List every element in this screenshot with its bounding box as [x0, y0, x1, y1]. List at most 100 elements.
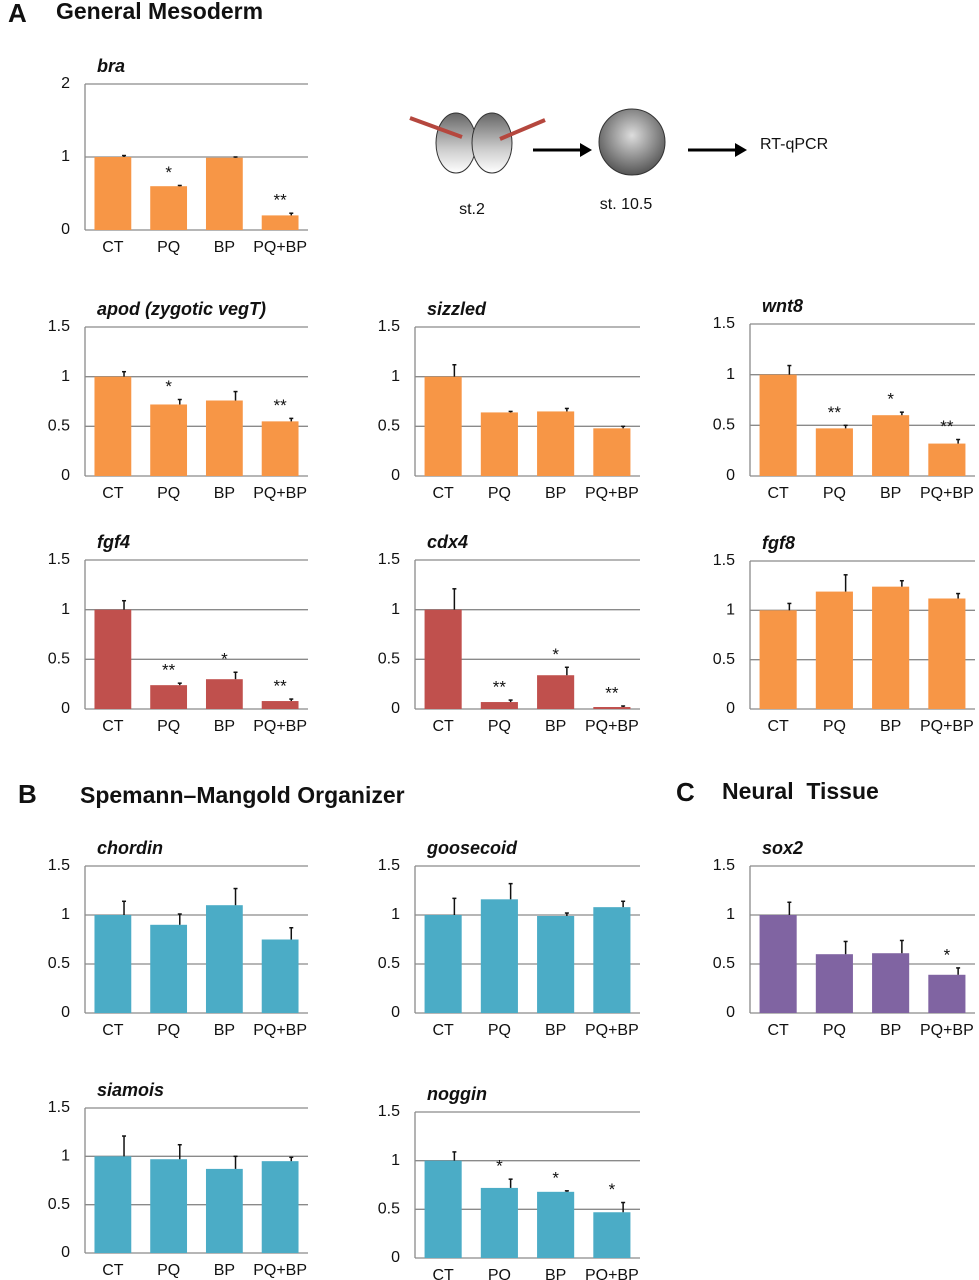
- y-tick-label: 1.5: [48, 1099, 70, 1116]
- y-tick-label: 2: [61, 75, 70, 92]
- schematic: st.2 st. 10.5 RT-qPCR: [409, 108, 828, 218]
- bar: [94, 376, 132, 476]
- x-tick-label: CT: [102, 1022, 124, 1039]
- significance-mark: **: [162, 661, 176, 680]
- chart-title: siamois: [97, 1080, 164, 1100]
- section-title: Spemann–Mangold Organizer: [80, 782, 405, 808]
- x-tick-label: CT: [432, 1022, 454, 1039]
- y-tick-label: 0.5: [48, 418, 70, 435]
- bar: [205, 905, 243, 1013]
- x-tick-label: PQ: [157, 1262, 180, 1279]
- x-tick-label: PQ: [157, 239, 180, 256]
- y-tick-label: 0: [61, 221, 70, 238]
- x-tick-label: BP: [545, 718, 566, 735]
- stage-label: st.2: [459, 201, 485, 218]
- y-tick-label: 0.5: [713, 651, 735, 668]
- y-tick-label: 1.5: [48, 857, 70, 874]
- blastomere: [435, 112, 477, 174]
- bar: [815, 591, 853, 709]
- panel-label: C: [676, 777, 695, 807]
- x-tick-label: CT: [432, 1267, 454, 1280]
- y-tick-label: 1.5: [378, 1103, 400, 1120]
- bar: [872, 586, 910, 709]
- y-tick-label: 0.5: [48, 1196, 70, 1213]
- x-tick-label: PQ: [823, 1022, 846, 1039]
- y-tick-label: 1: [391, 601, 400, 618]
- bar: [928, 598, 966, 709]
- x-tick-label: CT: [767, 485, 789, 502]
- bar: [261, 1161, 299, 1253]
- y-tick-label: 0.5: [378, 1201, 400, 1218]
- significance-mark: **: [274, 396, 288, 415]
- bar: [928, 443, 966, 476]
- bar: [424, 915, 462, 1013]
- y-tick-label: 0: [61, 700, 70, 717]
- y-tick-label: 1.5: [713, 552, 735, 569]
- bar: [872, 953, 910, 1013]
- y-tick-label: 0: [61, 1004, 70, 1021]
- bar: [94, 1156, 132, 1253]
- x-tick-label: CT: [432, 718, 454, 735]
- x-tick-label: PQ: [488, 485, 511, 502]
- x-tick-label: PQ+BP: [920, 718, 974, 735]
- y-tick-label: 0: [61, 1244, 70, 1261]
- bar: [94, 609, 132, 709]
- bar: [94, 157, 132, 230]
- bar: [150, 186, 188, 230]
- y-tick-label: 1: [61, 368, 70, 385]
- x-tick-label: PQ+BP: [253, 718, 307, 735]
- injection-needle: [499, 118, 546, 141]
- arrow-head: [580, 143, 592, 157]
- significance-mark: **: [940, 417, 954, 436]
- bar: [480, 1187, 518, 1258]
- bar: [205, 400, 243, 476]
- y-tick-label: 1.5: [713, 315, 735, 332]
- bar: [261, 421, 299, 476]
- y-tick-label: 1: [726, 366, 735, 383]
- bar: [205, 1168, 243, 1253]
- bar: [150, 404, 188, 476]
- y-tick-label: 1.5: [713, 857, 735, 874]
- chart-title: sox2: [762, 838, 803, 858]
- y-tick-label: 1.5: [378, 318, 400, 335]
- x-tick-label: PQ+BP: [585, 1022, 639, 1039]
- x-tick-label: PQ+BP: [920, 1022, 974, 1039]
- y-tick-label: 1: [391, 906, 400, 923]
- bar: [424, 376, 462, 476]
- y-tick-label: 0.5: [48, 651, 70, 668]
- x-tick-label: PQ: [488, 1267, 511, 1280]
- bar: [872, 415, 910, 476]
- y-tick-label: 0: [726, 467, 735, 484]
- x-tick-label: PQ: [157, 718, 180, 735]
- y-tick-label: 0.5: [378, 418, 400, 435]
- bar: [480, 702, 518, 709]
- x-tick-label: PQ+BP: [920, 485, 974, 502]
- y-tick-label: 0.5: [378, 651, 400, 668]
- x-tick-label: PQ+BP: [253, 1022, 307, 1039]
- injection-needle: [409, 116, 463, 139]
- significance-mark: *: [552, 1168, 559, 1187]
- y-tick-label: 0: [391, 700, 400, 717]
- significance-mark: *: [165, 377, 172, 396]
- x-tick-label: BP: [214, 485, 235, 502]
- section-title: General Mesoderm: [56, 0, 263, 24]
- x-tick-label: PQ: [823, 485, 846, 502]
- x-tick-label: BP: [214, 718, 235, 735]
- bar: [537, 1191, 575, 1258]
- y-tick-label: 1: [391, 368, 400, 385]
- y-tick-label: 1: [391, 1152, 400, 1169]
- chart-title: noggin: [427, 1084, 487, 1104]
- chart-title: wnt8: [762, 296, 803, 316]
- y-tick-label: 0: [391, 467, 400, 484]
- bar: [94, 915, 132, 1013]
- x-tick-label: CT: [102, 1262, 124, 1279]
- blastomere: [471, 112, 513, 174]
- y-tick-label: 1: [726, 602, 735, 619]
- bar: [261, 215, 299, 230]
- bar: [480, 412, 518, 476]
- significance-mark: *: [944, 945, 951, 964]
- significance-mark: *: [221, 650, 228, 669]
- x-tick-label: CT: [767, 718, 789, 735]
- x-tick-label: BP: [545, 485, 566, 502]
- bar: [815, 428, 853, 476]
